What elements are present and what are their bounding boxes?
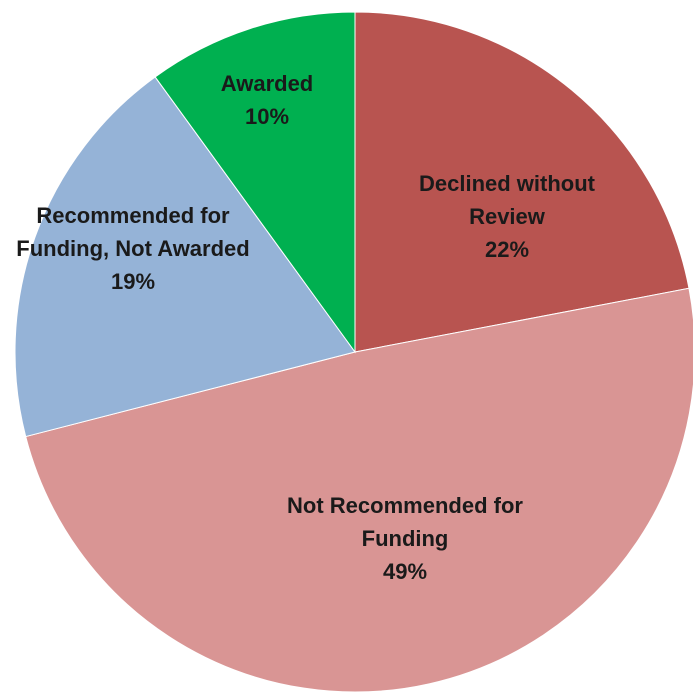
- value-label: 22%: [484, 237, 530, 262]
- pie-slice: [25, 287, 693, 692]
- slice-label-text: Recommended for Funding, Not Awarded 19%: [0, 199, 268, 298]
- category-label: Declined without Review: [419, 171, 595, 229]
- pie-slice: [354, 11, 690, 353]
- slice-label-text: Declined without Review 22%: [382, 167, 632, 266]
- slice-label: Not Recommended for Funding 49%: [270, 489, 540, 588]
- value-label: 19%: [110, 269, 156, 294]
- category-label: Awarded: [220, 71, 314, 96]
- category-label: Not Recommended for Funding: [287, 493, 523, 551]
- pie-slice: [14, 76, 356, 438]
- value-label: 49%: [382, 559, 428, 584]
- slice-label-text: Awarded 10%: [197, 67, 337, 133]
- value-label: 10%: [244, 104, 290, 129]
- pie-slice: [154, 11, 356, 354]
- slice-label: Awarded 10%: [197, 67, 337, 133]
- slice-label-text: Not Recommended for Funding 49%: [270, 489, 540, 588]
- slice-label: Declined without Review 22%: [382, 167, 632, 266]
- category-label: Recommended for Funding, Not Awarded: [16, 203, 250, 261]
- slice-label: Recommended for Funding, Not Awarded 19%: [0, 199, 268, 298]
